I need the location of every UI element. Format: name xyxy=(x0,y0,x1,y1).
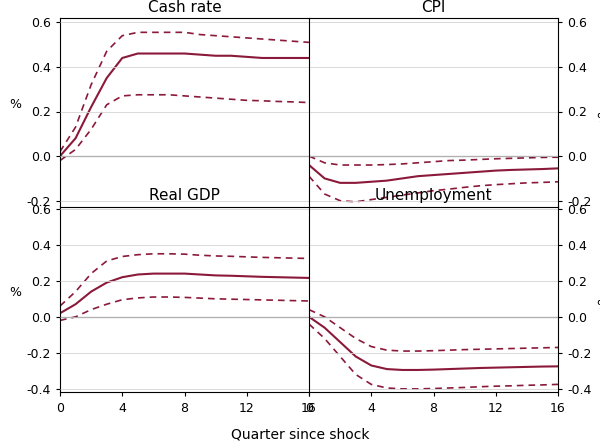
Text: Quarter since shock: Quarter since shock xyxy=(231,428,369,442)
Title: CPI: CPI xyxy=(421,0,446,15)
Title: Cash rate: Cash rate xyxy=(148,0,221,15)
Y-axis label: %: % xyxy=(10,286,22,299)
Title: Unemployment: Unemployment xyxy=(374,188,493,202)
Y-axis label: %: % xyxy=(596,112,600,124)
Y-axis label: %: % xyxy=(10,99,22,112)
Y-axis label: %: % xyxy=(596,299,600,312)
Title: Real GDP: Real GDP xyxy=(149,188,220,202)
